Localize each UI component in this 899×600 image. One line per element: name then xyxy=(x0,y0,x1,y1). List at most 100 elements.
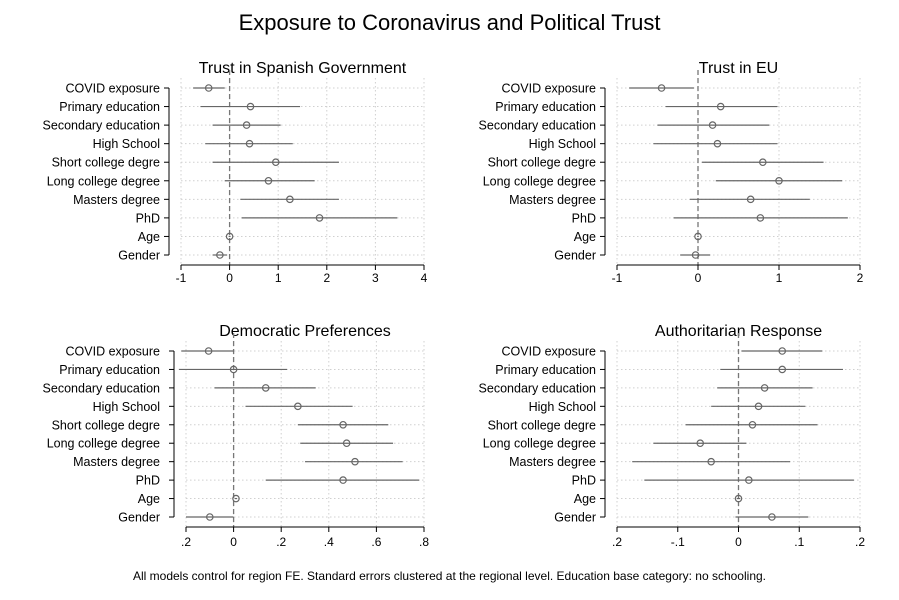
panel-1-estimate-4 xyxy=(271,158,280,167)
panel-1-x-tick-label-0: -1 xyxy=(176,271,187,285)
panel-2-estimate-8 xyxy=(694,232,702,241)
panel-3-title: Democratic Preferences xyxy=(219,323,391,340)
panel-3-estimate-1 xyxy=(229,365,238,374)
panel-4-y-tick-label-6: Masters degree xyxy=(509,455,596,469)
panel-3-y-tick-label-1: Primary education xyxy=(59,363,160,377)
panel-1-y-tick-label-1: Primary education xyxy=(59,100,160,114)
panel-2-estimate-4 xyxy=(758,158,767,167)
panel-4-estimate-2 xyxy=(760,384,769,392)
panel-4-estimate-0 xyxy=(778,347,787,355)
panel-2-estimate-7 xyxy=(756,214,765,222)
panel-4-x-tick-label-3: .1 xyxy=(794,535,804,549)
panel-3-estimate-8 xyxy=(232,494,240,503)
panel-1-estimate-0 xyxy=(204,84,213,92)
panel-3-x-tick-label-1: 0 xyxy=(230,535,237,549)
panel-3-x-tick-label-5: .8 xyxy=(419,535,429,549)
panel-1-y-tick-label-2: Secondary education xyxy=(43,119,160,133)
panel-4-estimate-4 xyxy=(748,420,757,429)
panel-3-estimate-4 xyxy=(339,420,347,429)
panel-4-y-tick-label-0: COVID exposure xyxy=(502,345,597,359)
panel-1-estimate-7 xyxy=(315,214,324,222)
panel-4-y-tick-label-2: Secondary education xyxy=(479,381,596,395)
figure-footnote: All models control for region FE. Standa… xyxy=(132,569,766,583)
panel-3-y-tick-label-5: Long college degree xyxy=(47,437,160,451)
panel-3-estimate-9 xyxy=(206,513,214,521)
panel-4-estimate-9 xyxy=(768,513,776,521)
panel-1-estimate-8 xyxy=(225,232,234,241)
panel-2-y-tick-label-1: Primary education xyxy=(495,100,596,114)
panel-1-x-tick-label-2: 1 xyxy=(275,271,282,285)
panel-3-estimate-6 xyxy=(351,457,359,466)
panel-3-y-tick-label-8: Age xyxy=(138,492,160,506)
panel-4-y-tick-label-8: Age xyxy=(574,492,596,506)
panel-1-x-tick-label-4: 3 xyxy=(372,271,379,285)
panel-1-y-tick-label-7: PhD xyxy=(136,211,160,225)
panel-2-y-tick-label-7: PhD xyxy=(572,211,596,225)
panel-4-estimate-1 xyxy=(778,365,787,374)
panel-4-y-tick-label-7: PhD xyxy=(572,474,596,488)
panel-1-x-tick-label-1: 0 xyxy=(226,271,233,285)
panel-3-estimate-3 xyxy=(294,402,302,411)
panel-3-y-tick-label-2: Secondary education xyxy=(43,381,160,395)
panel-1-estimate-6 xyxy=(286,195,294,204)
panel-1-y-tick-label-8: Age xyxy=(138,230,160,244)
panel-4-estimate-8 xyxy=(734,494,743,503)
panel-3-estimate-0 xyxy=(204,347,213,355)
panel-4-y-tick-label-4: Short college degre xyxy=(488,418,596,432)
panel-4-y-tick-label-9: Gender xyxy=(554,511,596,525)
panel-3-x-tick-label-0: .2 xyxy=(181,535,191,549)
panel-2-estimate-0 xyxy=(657,84,666,92)
panel-4-estimate-6 xyxy=(707,457,715,466)
panel-4-x-tick-label-2: 0 xyxy=(735,535,742,549)
panel-3-estimate-2 xyxy=(261,384,270,392)
panel-4-x-tick-label-1: -.1 xyxy=(671,535,685,549)
panel-1-y-tick-label-9: Gender xyxy=(118,249,160,263)
panel-3-estimate-5 xyxy=(342,439,351,448)
panel-4-y-tick-label-3: High School xyxy=(529,400,596,414)
panel-1-y-tick-label-5: Long college degree xyxy=(47,174,160,188)
panel-1-y-tick-label-0: COVID exposure xyxy=(66,82,161,96)
panel-2-y-tick-label-9: Gender xyxy=(554,249,596,263)
panel-3-x-tick-label-3: .4 xyxy=(324,535,334,549)
panel-2-y-tick-label-5: Long college degree xyxy=(483,174,596,188)
panel-3-x-tick-label-4: .6 xyxy=(371,535,381,549)
panel-4-estimate-3 xyxy=(754,402,763,411)
panel-2-y-tick-label-0: COVID exposure xyxy=(502,82,597,96)
panel-4-estimate-5 xyxy=(696,439,705,448)
panel-3-y-tick-label-6: Masters degree xyxy=(73,455,160,469)
panel-1-y-tick-label-4: Short college degre xyxy=(52,156,160,170)
panel-1-estimate-2 xyxy=(242,121,251,129)
panel-1-estimate-5 xyxy=(264,176,273,185)
panel-3-y-tick-label-3: High School xyxy=(93,400,160,414)
panel-1-estimate-9 xyxy=(216,251,224,259)
panel-2-estimate-6 xyxy=(746,195,755,204)
panel-2-title: Trust in EU xyxy=(699,60,778,77)
panel-2-y-tick-label-4: Short college degre xyxy=(488,156,596,170)
panel-3-x-tick-label-2: .2 xyxy=(276,535,286,549)
panel-2-y-tick-label-8: Age xyxy=(574,230,596,244)
panel-1-estimate-1 xyxy=(246,102,255,111)
panel-3-y-tick-label-0: COVID exposure xyxy=(66,345,161,359)
panel-2-x-tick-label-2: 1 xyxy=(776,271,783,285)
panel-2-estimate-9 xyxy=(691,251,700,259)
panel-2-x-tick-label-0: -1 xyxy=(612,271,623,285)
panel-2-y-tick-label-2: Secondary education xyxy=(479,119,596,133)
panel-4-x-tick-label-0: .2 xyxy=(612,535,622,549)
panel-2-x-tick-label-3: 2 xyxy=(857,271,864,285)
panel-2-y-tick-label-3: High School xyxy=(529,137,596,151)
panel-4-estimate-7 xyxy=(745,476,753,484)
panel-2-estimate-5 xyxy=(775,176,783,185)
panel-4-y-tick-label-1: Primary education xyxy=(495,363,596,377)
panel-2-estimate-2 xyxy=(708,121,717,129)
panel-1-y-tick-label-3: High School xyxy=(93,137,160,151)
panel-1-x-tick-label-5: 4 xyxy=(421,271,428,285)
panel-4-y-tick-label-5: Long college degree xyxy=(483,437,596,451)
panel-2-y-tick-label-6: Masters degree xyxy=(509,193,596,207)
panel-4-title: Authoritarian Response xyxy=(655,323,822,340)
panel-3-y-tick-label-9: Gender xyxy=(118,511,160,525)
panel-3-y-tick-label-7: PhD xyxy=(136,474,160,488)
panel-4-x-tick-label-4: .2 xyxy=(855,535,865,549)
panel-1-y-tick-label-6: Masters degree xyxy=(73,193,160,207)
panel-2-x-tick-label-1: 0 xyxy=(695,271,702,285)
